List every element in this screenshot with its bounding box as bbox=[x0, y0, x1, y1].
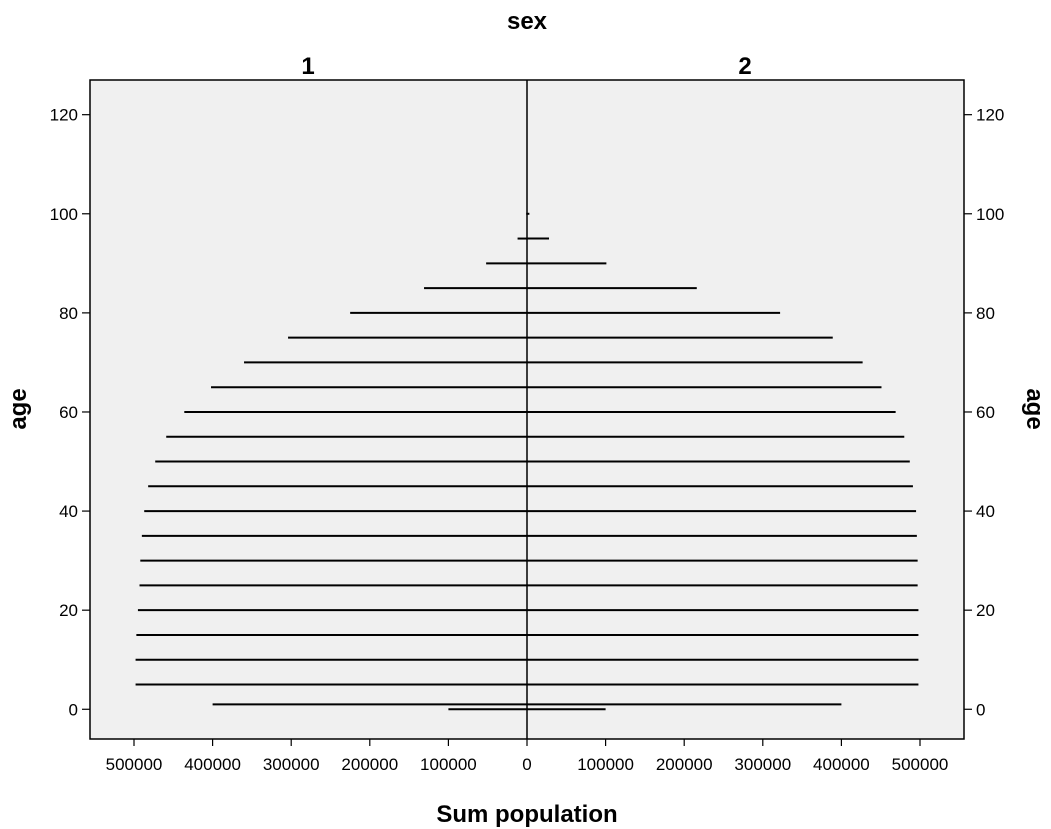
y-tick-label-right-80: 80 bbox=[976, 304, 995, 323]
y-tick-label-left-20: 20 bbox=[59, 601, 78, 620]
x-axis-label: Sum population bbox=[436, 801, 617, 828]
x-tick-label-8: 300000 bbox=[734, 755, 791, 774]
x-tick-label-3: 200000 bbox=[341, 755, 398, 774]
x-tick-label-5: 0 bbox=[522, 755, 531, 774]
x-tick-label-10: 500000 bbox=[892, 755, 949, 774]
x-tick-label-2: 300000 bbox=[263, 755, 320, 774]
y-tick-label-right-100: 100 bbox=[976, 205, 1004, 224]
y-tick-label-left-100: 100 bbox=[50, 205, 78, 224]
y-tick-label-left-0: 0 bbox=[69, 700, 78, 719]
x-tick-label-9: 400000 bbox=[813, 755, 870, 774]
x-tick-label-7: 200000 bbox=[656, 755, 713, 774]
y-tick-label-right-40: 40 bbox=[976, 502, 995, 521]
x-tick-label-0: 500000 bbox=[106, 755, 163, 774]
y-tick-label-right-0: 0 bbox=[976, 700, 985, 719]
panel-label-right: 2 bbox=[738, 53, 751, 80]
panel-label-left: 1 bbox=[301, 53, 314, 80]
y-tick-label-left-80: 80 bbox=[59, 304, 78, 323]
y-tick-label-left-40: 40 bbox=[59, 502, 78, 521]
y-tick-label-left-60: 60 bbox=[59, 403, 78, 422]
y-tick-label-right-60: 60 bbox=[976, 403, 995, 422]
x-tick-label-6: 100000 bbox=[577, 755, 634, 774]
y-tick-label-right-120: 120 bbox=[976, 106, 1004, 125]
chart-title: sex bbox=[507, 8, 548, 35]
y-tick-label-left-120: 120 bbox=[50, 106, 78, 125]
x-tick-label-4: 100000 bbox=[420, 755, 477, 774]
y-axis-label-left: age bbox=[5, 388, 32, 429]
y-tick-label-right-20: 20 bbox=[976, 601, 995, 620]
y-axis-label-right: age bbox=[1021, 388, 1048, 429]
x-tick-label-1: 400000 bbox=[184, 755, 241, 774]
